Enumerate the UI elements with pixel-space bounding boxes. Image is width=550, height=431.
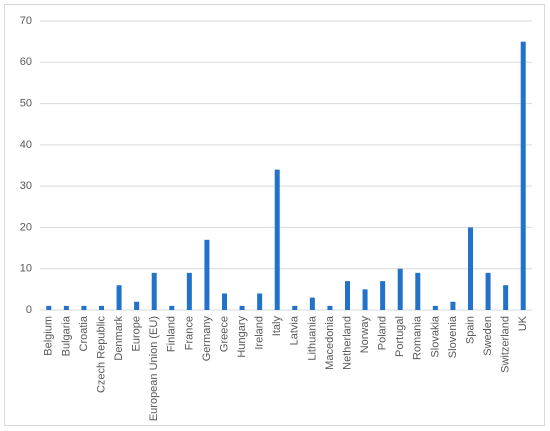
x-tick-label: Finland (166, 316, 178, 352)
bar (485, 272, 491, 310)
bar (520, 41, 526, 311)
x-tick-label: Denmark (113, 316, 125, 361)
x-tick-label: Lithuania (306, 315, 318, 361)
x-tick-label: Norway (359, 316, 371, 354)
bar (503, 285, 509, 310)
bar (116, 285, 122, 310)
bar (450, 301, 456, 310)
bar (239, 305, 245, 310)
bar (327, 305, 333, 310)
bar (222, 293, 227, 310)
bar (169, 305, 175, 310)
bar (397, 268, 403, 310)
x-tick-label: Romania (412, 315, 424, 360)
x-tick-label: Belgium (43, 316, 55, 356)
bar (415, 272, 421, 310)
x-tick-label: Sweden (482, 316, 494, 356)
chart-border (4, 4, 545, 426)
x-tick-label: Czech Republic (95, 316, 107, 394)
bar (292, 305, 298, 310)
bar (134, 301, 140, 310)
y-tick-label: 70 (20, 15, 32, 27)
x-tick-label: Greece (218, 316, 230, 352)
x-tick-label: Spain (464, 316, 476, 344)
x-tick-label: UK (517, 315, 529, 331)
x-tick-label: Hungary (236, 316, 248, 358)
x-tick-label: France (183, 316, 195, 350)
x-tick-label: Slovenia (447, 315, 459, 358)
y-tick-label: 20 (20, 221, 32, 233)
bar (362, 289, 368, 310)
x-tick-label: Croatia (78, 315, 90, 351)
x-tick-label: Poland (377, 316, 389, 350)
bar (345, 281, 350, 310)
y-tick-label: 0 (26, 304, 32, 316)
bar (99, 305, 104, 310)
y-tick-label: 40 (20, 139, 32, 151)
x-tick-label: Europe (131, 316, 143, 351)
x-tick-label: Italy (271, 316, 283, 337)
bar (46, 305, 52, 310)
bar (204, 239, 210, 310)
x-tick-label: Bulgaria (60, 315, 72, 356)
x-tick-label: Slovakia (429, 315, 441, 357)
x-tick-label: Netherland (341, 316, 353, 370)
bar (274, 169, 280, 310)
x-tick-label: Germany (201, 316, 213, 362)
y-tick-label: 10 (20, 263, 32, 275)
y-tick-label: 30 (20, 180, 32, 192)
bar (81, 305, 87, 310)
x-tick-label: Switzerland (500, 316, 512, 373)
x-tick-label: Latvia (289, 315, 301, 345)
bar (432, 305, 438, 310)
y-tick-label: 60 (20, 56, 32, 68)
bar (63, 305, 69, 310)
bar (257, 293, 263, 310)
x-tick-label: Macedonia (324, 315, 336, 370)
x-tick-label: Ireland (254, 316, 266, 350)
bar (151, 272, 157, 310)
x-tick-label: European Union (EU) (148, 316, 160, 421)
bar (186, 272, 192, 310)
bar (468, 227, 473, 310)
bar (380, 281, 386, 310)
x-tick-label: Portugal (394, 316, 406, 357)
y-tick-label: 50 (20, 97, 32, 109)
bar (309, 297, 315, 310)
